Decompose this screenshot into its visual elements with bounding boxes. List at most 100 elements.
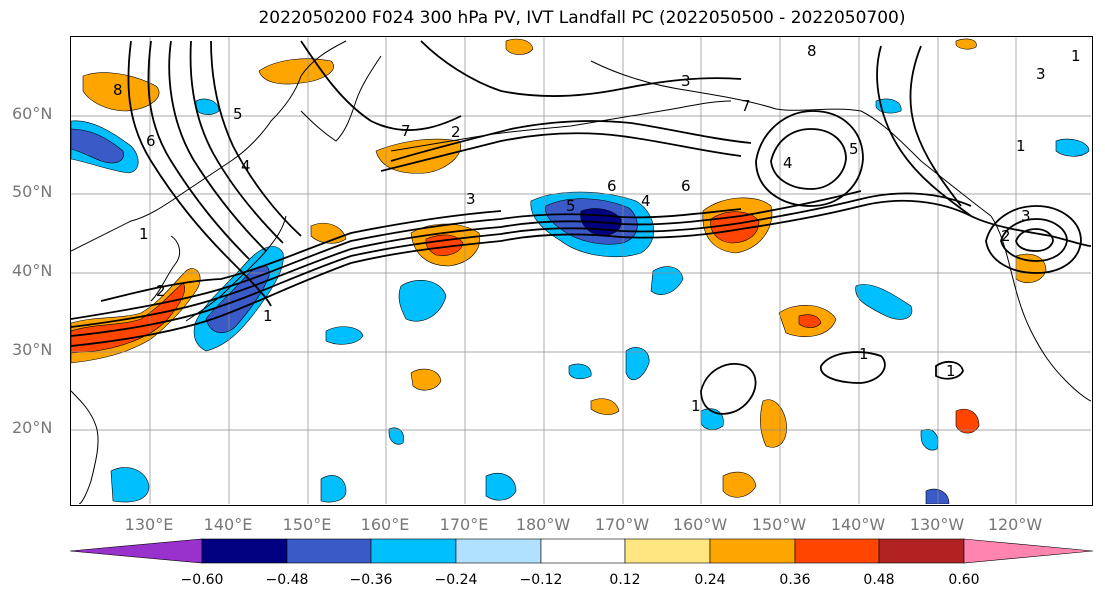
coast-korea: [150, 235, 181, 302]
contour-gulf-low: [770, 128, 847, 190]
colorbar-tick: −0.48: [265, 572, 309, 588]
contour-label: 2: [451, 123, 461, 141]
negative-anomaly-subtropic-4: [625, 347, 650, 381]
positive-anomaly-subtropic-6: [722, 471, 757, 498]
positive-anomaly-subtropic-5: [955, 408, 980, 434]
contour-jet-4: [70, 208, 742, 320]
colorbar-bin: [878, 538, 965, 564]
map-title: 2022050200 F024 300 hPa PV, IVT Landfall…: [258, 8, 906, 28]
contour-label: 1: [946, 362, 956, 380]
contour-label: 3: [681, 72, 691, 90]
contour-label: 1: [263, 307, 273, 325]
contour-label: 5: [233, 105, 243, 123]
lon-label-150e: 150°E: [282, 515, 332, 534]
contour-low-east-core: [1015, 228, 1054, 252]
colorbar-bin: [455, 538, 542, 564]
colorbar-tick: 0.48: [863, 572, 895, 588]
contour-label: 6: [681, 177, 691, 195]
negative-anomaly-small-2: [195, 98, 220, 115]
positive-anomaly-subtropic-4: [760, 399, 787, 448]
positive-anomaly-okhotsk: [258, 58, 334, 85]
lat-label-50n: 50°N: [12, 182, 53, 201]
contour-ridge-east-1: [876, 45, 972, 217]
positive-anomaly-small-11: [505, 38, 534, 55]
colorbar-bin: [286, 538, 372, 564]
contour-label: 5: [566, 197, 576, 215]
colorbar-bin: [201, 538, 288, 564]
contour-label: 3: [1036, 65, 1046, 83]
lon-label-170w: 170°W: [594, 515, 650, 534]
lon-label-140w: 140°W: [830, 515, 886, 534]
colorbar-tick: −0.24: [434, 572, 478, 588]
map-canvas: 8 6 5 4 3 2 1 7 1 6 5 4 3 2 3 1 8 7 6 5 …: [70, 37, 1092, 505]
negative-anomaly-subtropic-2: [650, 266, 684, 295]
colorbar-bin: [709, 538, 796, 564]
contour-trough-west-3: [168, 40, 267, 252]
negative-anomaly-kamchatka-core: [70, 128, 124, 164]
negative-anomaly-small-4: [920, 429, 939, 451]
contour-sub-1: [820, 351, 886, 384]
contour-jet-5: [100, 210, 502, 302]
coast-japan: [185, 215, 287, 322]
colorbar-tick: −0.12: [519, 572, 563, 588]
contour-north-1: [380, 132, 742, 172]
contour-label: 2: [156, 282, 166, 300]
lon-label-170e: 170°E: [439, 515, 489, 534]
pv-shading: [70, 38, 1090, 505]
colorbar-bin: [370, 538, 457, 564]
lat-label-40n: 40°N: [12, 261, 53, 280]
lat-label-30n: 30°N: [12, 340, 53, 359]
colorbar-bin: [794, 538, 880, 564]
lat-label-20n: 20°N: [12, 418, 53, 437]
contour-label: 1: [691, 397, 701, 415]
colorbar-tick: −0.36: [349, 572, 393, 588]
contour-ridge-east-2: [909, 45, 962, 207]
contour-label: 6: [607, 177, 617, 195]
coast-china-south: [70, 390, 99, 505]
contour-low-east-inner: [1000, 218, 1068, 262]
contour-label: 1: [1016, 137, 1026, 155]
contour-north-3: [420, 40, 742, 97]
contour-label: 7: [741, 97, 751, 115]
contour-jet-1: [70, 199, 1092, 347]
negative-anomaly-subtropic-1: [398, 279, 447, 322]
contour-label: 7: [401, 122, 411, 140]
negative-anomaly-south-2: [320, 475, 347, 503]
coast-kamchatka: [300, 55, 382, 142]
contour-label: 5: [849, 140, 859, 158]
coastlines: [70, 40, 1092, 505]
contour-label: 3: [466, 190, 476, 208]
positive-anomaly-subtropic-1-core: [798, 314, 822, 328]
contour-sub-3: [935, 360, 964, 380]
contour-gulf-low-outer: [755, 110, 864, 207]
contour-label: 3: [1021, 207, 1031, 225]
contour-label: 1: [859, 345, 869, 363]
contour-jet-3: [70, 190, 862, 328]
colorbar-bin: [624, 538, 711, 564]
negative-anomaly-subtropic-3: [855, 284, 913, 320]
positive-anomaly-small-7: [310, 222, 347, 244]
lon-label-180w: 180°W: [515, 515, 571, 534]
contour-label: 8: [807, 42, 817, 60]
contour-labels: 8 6 5 4 3 2 1 7 1 6 5 4 3 2 3 1 8 7 6 5 …: [113, 42, 1081, 415]
negative-anomaly-small-8: [568, 363, 592, 380]
negative-anomaly-south-4: [925, 488, 950, 505]
lon-label-130e: 130°E: [124, 515, 174, 534]
contour-label: 2: [1001, 227, 1011, 245]
coast-aleutians: [390, 100, 732, 152]
lon-label-160e: 160°E: [360, 515, 410, 534]
colorbar-bin: [540, 538, 626, 564]
contour-label: 4: [641, 192, 651, 210]
contour-north-2: [390, 120, 752, 162]
lon-label-140e: 140°E: [203, 515, 253, 534]
coast-north-america: [990, 215, 1092, 402]
colorbar-tick: −0.60: [180, 572, 224, 588]
contour-label: 1: [139, 225, 149, 243]
negative-anomaly-small-9: [388, 427, 404, 445]
map-panel: 8 6 5 4 3 2 1 7 1 6 5 4 3 2 3 1 8 7 6 5 …: [70, 36, 1093, 506]
positive-anomaly-bering-west: [82, 72, 160, 112]
positive-anomaly-gulf-alaska-core: [710, 211, 760, 244]
negative-anomaly-south-3: [485, 472, 517, 501]
contour-trough-west-5: [210, 40, 302, 237]
lon-label-130w: 130°W: [909, 515, 965, 534]
